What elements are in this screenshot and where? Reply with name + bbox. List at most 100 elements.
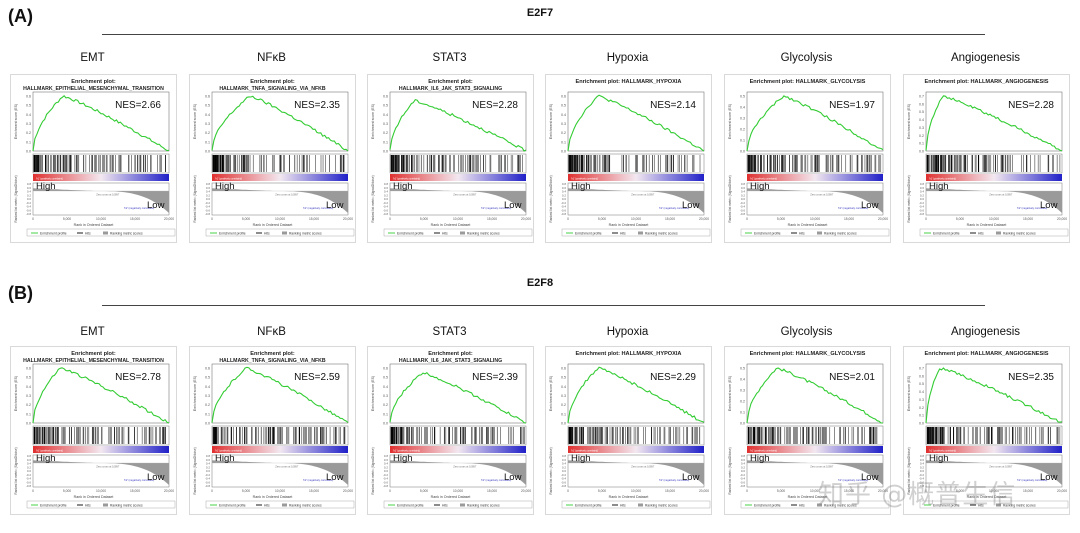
metric-frame	[389, 454, 527, 488]
es-axes-frame	[925, 91, 1063, 152]
es-tick-label: 0.3	[205, 394, 210, 398]
x-axis-label: Rank in Ordered Dataset	[253, 223, 293, 227]
metric-tick-label: 0.6	[384, 186, 389, 190]
metric-tick-label: -0.2	[26, 473, 32, 477]
x-tick-label: 10,000	[810, 217, 820, 221]
negative-corr-label: 'h2' (negatively correlated)	[1017, 206, 1047, 210]
metric-tick-label: 0.0	[920, 469, 925, 473]
pathway-name: NFκB	[257, 52, 286, 64]
metric-tick-label: -0.4	[561, 477, 567, 481]
x-tick-label: 20,000	[164, 217, 174, 221]
es-axis-label: Enrichment score (ES)	[193, 376, 197, 411]
legend-entry: Enrichment profile	[933, 503, 960, 507]
metric-tick-label: -0.2	[561, 201, 567, 205]
x-axis-label: Rank in Ordered Dataset	[967, 495, 1007, 499]
metric-axis-label: Ranked list metric (Signal2Noise)	[371, 447, 375, 494]
pathway-name: Angiogenesis	[950, 326, 1021, 338]
x-tick-label: 0	[211, 489, 213, 493]
zero-cross-label: Zero cross at 10897	[631, 193, 655, 197]
es-tick-label: 0.0	[919, 150, 924, 154]
es-tick-label: 0.1	[26, 140, 31, 144]
metric-tick-label: 0.6	[384, 458, 389, 462]
es-tick-label: 0.5	[26, 376, 31, 380]
rank-gradient-strip	[212, 174, 348, 181]
legend-entry: Hits	[264, 503, 270, 507]
gsea-plot: Enrichment plot: HALLMARK_IL6_JAK_STAT3_S…	[367, 346, 534, 515]
es-tick-label: 0.5	[561, 104, 566, 108]
metric-tick-label: 0.6	[741, 186, 746, 190]
es-tick-label: 0.1	[561, 140, 566, 144]
metric-tick-label: 0.0	[206, 469, 211, 473]
metric-tick-label: -0.2	[740, 201, 746, 205]
metric-tick-label: 0.0	[741, 197, 746, 201]
es-tick-label: 0.4	[205, 385, 210, 389]
metric-tick-label: -0.6	[561, 480, 567, 484]
metric-axis-label: Ranked list metric (Signal2Noise)	[728, 175, 732, 222]
x-tick-label: 15,000	[309, 217, 319, 221]
metric-tick-label: 0.0	[920, 197, 925, 201]
plot-title: Enrichment plot: HALLMARK_ANGIOGENESIS	[925, 79, 1049, 85]
metric-tick-label: 0.4	[384, 190, 389, 194]
es-tick-label: 0.3	[740, 389, 745, 393]
es-tick-label: 0.3	[205, 122, 210, 126]
ranking-metric-area	[212, 460, 348, 485]
hits-group	[390, 427, 525, 444]
metric-axis-label: Ranked list metric (Signal2Noise)	[907, 447, 911, 494]
metric-tick-label: -0.8	[740, 212, 746, 216]
metric-tick-label: -0.8	[383, 484, 389, 488]
high-label: High	[750, 453, 770, 464]
pathway-name: STAT3	[432, 52, 467, 64]
positive-corr-label: 'h1' (positively correlated)	[571, 178, 598, 181]
es-tick-label: 0.6	[919, 102, 924, 106]
metric-frame	[32, 454, 170, 488]
x-tick-label: 20,000	[699, 217, 709, 221]
gsea-plot-svg: Enrichment plot:HALLMARK_IL6_JAK_STAT3_S…	[371, 79, 533, 237]
watermark-text: 知乎 @概普生信	[818, 480, 1017, 510]
x-tick-label: 0	[389, 217, 391, 221]
legend-entry: Enrichment profile	[575, 231, 602, 235]
x-tick-label: 0	[32, 489, 34, 493]
es-axes-frame	[567, 91, 705, 152]
es-tick-label: 0.6	[919, 374, 924, 378]
low-label: Low	[682, 200, 700, 211]
rank-gradient-strip	[390, 174, 526, 181]
es-tick-label: 0.5	[26, 104, 31, 108]
x-tick-label: 0	[746, 489, 748, 493]
es-tick-label: 0.1	[205, 412, 210, 416]
metric-frame	[925, 454, 1063, 488]
es-tick-label: 0.0	[205, 150, 210, 154]
panel-label-a: (A)	[8, 6, 33, 26]
legend-entry: Ranking metric scores	[824, 231, 857, 235]
es-tick-label: 0.0	[26, 422, 31, 426]
negative-corr-label: 'h2' (negatively correlated)	[481, 478, 511, 482]
zero-cross-label: Zero cross at 10897	[453, 193, 477, 197]
low-label: Low	[504, 200, 522, 211]
es-tick-label: 0.2	[740, 400, 745, 404]
es-tick-label: 0.2	[26, 403, 31, 407]
legend-entry: Ranking metric scores	[645, 503, 678, 507]
es-tick-label: 0.4	[561, 113, 566, 117]
legend-frame	[383, 228, 533, 237]
legend-frame	[205, 228, 355, 237]
es-axis-label: Enrichment score (ES)	[549, 104, 553, 139]
hits-group	[747, 155, 882, 172]
es-tick-label: 0.2	[205, 131, 210, 135]
metric-tick-label: 0.6	[27, 458, 32, 462]
pathway-name: Glycolysis	[780, 52, 833, 64]
rank-gradient-strip	[212, 446, 348, 453]
es-tick-label: 0.2	[383, 131, 388, 135]
metric-tick-label: 0.6	[27, 186, 32, 190]
es-tick-label: 0.3	[383, 122, 388, 126]
gsea-plot: Enrichment plot: HALLMARK_IL6_JAK_STAT3_S…	[367, 74, 534, 243]
zero-cross-label: Zero cross at 10897	[96, 193, 120, 197]
metric-tick-label: -0.6	[740, 480, 746, 484]
metric-tick-label: -0.4	[26, 205, 32, 209]
gsea-plot-svg: Enrichment plot:HALLMARK_TNFA_SIGNALING_…	[193, 351, 355, 509]
es-tick-label: 0.0	[26, 150, 31, 154]
x-tick-label: 15,000	[665, 217, 675, 221]
es-tick-label: 0.3	[740, 117, 745, 121]
divider-line-a	[102, 34, 985, 35]
x-tick-label: 10,000	[96, 489, 106, 493]
metric-tick-label: 0.2	[384, 465, 389, 469]
es-tick-label: 0.4	[561, 385, 566, 389]
